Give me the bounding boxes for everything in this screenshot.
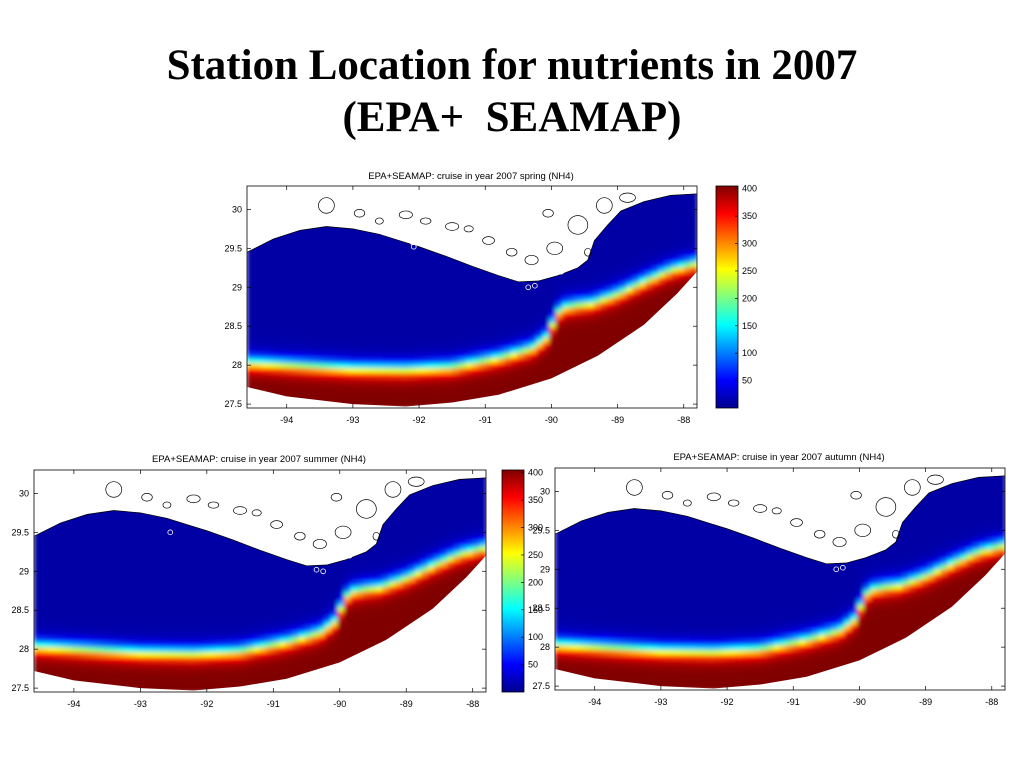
axes-frame	[246, 185, 698, 409]
colorbar-tick-label: 200	[528, 577, 543, 587]
panel-summer: EPA+SEAMAP: cruise in year 2007 summer (…	[11, 454, 543, 709]
station-marker	[551, 270, 558, 277]
colorbar-tick-label: 400	[528, 468, 543, 478]
y-tick-label: 29.5	[224, 243, 242, 253]
slide-title-line-2: (EPA+ SEAMAP)	[342, 94, 682, 141]
station-marker	[409, 239, 416, 245]
y-tick-label: 27.5	[224, 399, 242, 409]
station-marker	[525, 284, 532, 291]
colorbar-tick-label: 50	[528, 660, 538, 670]
station-marker	[167, 529, 174, 536]
y-tick-label: 28	[19, 644, 29, 654]
station-marker	[320, 568, 326, 575]
x-tick-label: -91	[479, 415, 492, 425]
panel-title: EPA+SEAMAP: cruise in year 2007 summer (…	[152, 454, 366, 465]
coastline	[34, 476, 486, 567]
station-marker	[34, 527, 41, 534]
station-marker	[532, 282, 538, 289]
nh4-field	[34, 477, 486, 691]
x-tick-label: -91	[267, 699, 280, 709]
x-tick-label: -94	[67, 699, 80, 709]
x-tick-label: -88	[677, 415, 690, 425]
x-tick-label: -93	[346, 415, 359, 425]
y-tick-label: 28.5	[11, 605, 29, 615]
colorbar-tick-label: 300	[528, 523, 543, 533]
x-tick-label: -90	[333, 699, 346, 709]
station-marker	[346, 552, 353, 559]
colorbar-tick-label: 250	[742, 266, 757, 276]
slide-title-line-1: Station Location for nutrients in 2007	[166, 42, 858, 89]
station-marker	[340, 554, 346, 561]
panel-autumn: EPA+SEAMAP: cruise in year 2007 autumn (…	[532, 452, 1006, 707]
colorbar-tick-label: 350	[742, 211, 757, 221]
colorbar-tick-label: 250	[528, 550, 543, 560]
x-tick-label: -92	[413, 415, 426, 425]
y-tick-label: 28.5	[224, 321, 242, 331]
y-tick-label: 28	[540, 642, 550, 652]
colorbar-tick-label: 300	[742, 239, 757, 249]
x-tick-label: -92	[721, 697, 734, 707]
colorbar-tick-label: 50	[742, 376, 752, 386]
y-tick-label: 30	[232, 204, 242, 214]
colorbar-tick-label: 400	[742, 184, 757, 194]
colorbar-tick-label: 150	[528, 605, 543, 615]
x-tick-label: -92	[200, 699, 213, 709]
x-tick-label: -90	[853, 697, 866, 707]
y-tick-label: 28.5	[532, 603, 550, 613]
colorbar	[501, 469, 525, 693]
x-tick-label: -93	[134, 699, 147, 709]
axes-frame	[554, 467, 1006, 691]
colorbar-tick-label: 100	[528, 632, 543, 642]
x-tick-label: -89	[919, 697, 932, 707]
y-tick-label: 29.5	[11, 527, 29, 537]
y-tick-label: 29	[540, 564, 550, 574]
y-tick-label: 28	[232, 360, 242, 370]
coastline	[555, 474, 1005, 565]
x-tick-label: -91	[787, 697, 800, 707]
x-tick-label: -94	[588, 697, 601, 707]
colorbar-tick-label: 150	[742, 321, 757, 331]
panel-title: EPA+SEAMAP: cruise in year 2007 spring (…	[368, 171, 573, 182]
colorbar	[715, 185, 739, 409]
slide-title: Station Location for nutrients in 2007 (…	[0, 40, 1024, 144]
x-tick-label: -89	[611, 415, 624, 425]
station-marker	[840, 564, 846, 571]
x-tick-label: -88	[985, 697, 998, 707]
nh4-field	[247, 193, 697, 407]
x-tick-label: -88	[466, 699, 479, 709]
y-tick-label: 30	[540, 486, 550, 496]
station-marker	[313, 566, 320, 573]
y-tick-label: 27.5	[11, 683, 29, 693]
x-tick-label: -89	[400, 699, 413, 709]
nh4-field	[555, 475, 1005, 689]
station-marker	[717, 519, 724, 526]
station-marker	[833, 566, 840, 573]
x-tick-label: -90	[545, 415, 558, 425]
colorbar-tick-label: 200	[742, 293, 757, 303]
colorbar-tick-label: 350	[528, 495, 543, 505]
panel-spring: EPA+SEAMAP: cruise in year 2007 spring (…	[224, 171, 757, 425]
y-tick-label: 29	[19, 566, 29, 576]
x-tick-label: -93	[654, 697, 667, 707]
colorbar-tick-label: 100	[742, 348, 757, 358]
axes-frame	[33, 469, 487, 693]
coastline	[247, 192, 697, 283]
station-marker	[558, 268, 565, 275]
y-tick-label: 29.5	[532, 525, 550, 535]
x-tick-label: -94	[280, 415, 293, 425]
y-tick-label: 27.5	[532, 681, 550, 691]
panel-title: EPA+SEAMAP: cruise in year 2007 autumn (…	[673, 452, 884, 463]
y-tick-label: 30	[19, 488, 29, 498]
y-tick-label: 29	[232, 282, 242, 292]
station-marker	[410, 243, 417, 250]
